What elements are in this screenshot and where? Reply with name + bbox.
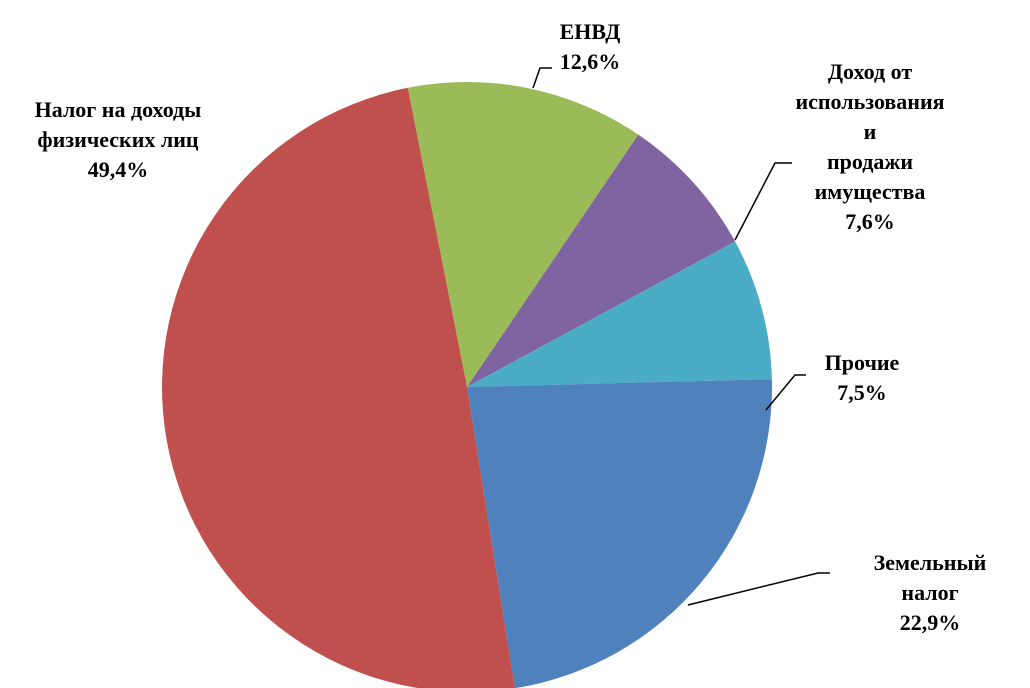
slice-label: Земельный налог 22,9% (874, 548, 987, 638)
slice-label: Доход от использования и продажи имущест… (790, 57, 950, 237)
category-name: Прочие (824, 350, 900, 375)
leader-line (687, 572, 830, 606)
value-label: 7,5% (837, 380, 887, 405)
leader-line (765, 374, 806, 411)
category-name: Налог на доходы физических лиц (34, 97, 202, 152)
value-label: 7,6% (845, 209, 895, 234)
pie-slice (467, 379, 772, 688)
pie-slice (407, 81, 639, 387)
leader-line (734, 162, 792, 241)
category-name: Доход от использования и продажи имущест… (795, 59, 945, 204)
slice-label: ЕНВД 12,6% (560, 17, 621, 77)
value-label: 22,9% (899, 610, 961, 635)
pie-slice (467, 241, 772, 387)
slice-label: Прочие 7,5% (825, 348, 900, 408)
pie-slice (467, 134, 736, 387)
pie-slice (162, 87, 515, 688)
slice-label: Налог на доходы физических лиц 49,4% (35, 95, 202, 185)
category-name: ЕНВД (559, 19, 621, 44)
category-name: Земельный налог (873, 550, 987, 605)
value-label: 49,4% (87, 157, 149, 182)
value-label: 12,6% (559, 49, 621, 74)
leader-line (532, 67, 552, 89)
